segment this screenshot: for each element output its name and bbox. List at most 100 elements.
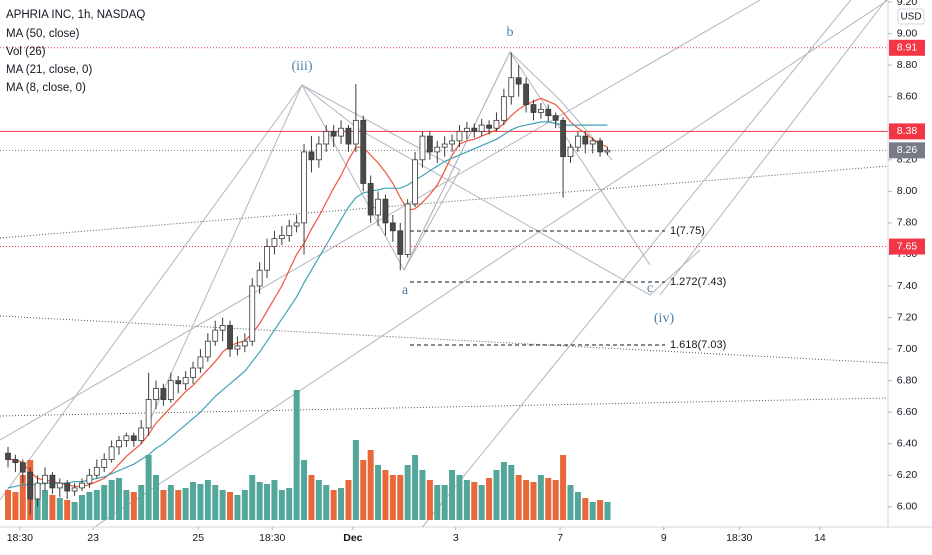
- volume-bar: [360, 460, 367, 520]
- x-tick-label: Dec: [343, 532, 362, 544]
- volume-bar: [204, 480, 211, 520]
- volume-bar: [382, 470, 389, 520]
- volume-bar: [93, 490, 100, 520]
- wave-label: a: [402, 283, 409, 298]
- candle-body: [19, 462, 26, 473]
- candle-body: [597, 140, 603, 153]
- trend-line: [0, 165, 889, 239]
- candle-body: [441, 143, 448, 148]
- volume-bar: [41, 490, 48, 520]
- volume-bar: [397, 475, 404, 520]
- wave-label: (iv): [654, 311, 675, 326]
- candle-body: [574, 135, 581, 148]
- candle-body: [604, 149, 611, 153]
- candle-body: [545, 108, 552, 117]
- volume-bar: [249, 475, 256, 520]
- candle-body: [434, 146, 441, 153]
- volume-bar: [449, 470, 456, 520]
- candle-body: [234, 345, 241, 350]
- x-tick-label: 18:30: [259, 532, 285, 544]
- candle-body: [86, 474, 93, 484]
- x-tick-label: 18:30: [726, 532, 752, 544]
- candle-body: [79, 482, 85, 489]
- volume-bar: [471, 482, 478, 520]
- candle-body: [64, 482, 71, 492]
- volume-bar: [330, 490, 337, 520]
- annotations: (iii) b a c (iv) 1(7.75) 1.272(7.43) 1.6…: [292, 25, 727, 351]
- volume-bar: [434, 485, 441, 520]
- price-line-label: 7.65: [897, 240, 918, 252]
- volume-bar: [86, 492, 93, 520]
- volume-bar: [582, 498, 589, 520]
- candle-body: [397, 230, 404, 255]
- x-tick-label: 25: [192, 532, 204, 544]
- candle-body: [212, 329, 219, 342]
- candle-body: [34, 482, 41, 500]
- volume-bar: [130, 492, 137, 520]
- volume-bar: [574, 492, 581, 520]
- candle-body: [500, 96, 507, 121]
- channel-line: [419, 0, 852, 531]
- y-tick-label: 9.20: [897, 0, 918, 8]
- candle-body: [449, 140, 455, 145]
- volume-bar: [56, 498, 63, 520]
- volume-bar: [426, 480, 433, 520]
- wave-line: [0, 50, 651, 501]
- candle-body: [153, 388, 159, 400]
- price-line-label-box: [889, 39, 925, 56]
- candle-body: [523, 83, 529, 105]
- y-tick-label: 8.00: [897, 185, 918, 197]
- candle-body: [130, 435, 137, 441]
- candle-body: [478, 124, 485, 132]
- candle-body: [249, 285, 256, 342]
- candle-body: [197, 356, 204, 369]
- volume-bar: [12, 492, 19, 520]
- price-line-label: 8.91: [897, 42, 918, 54]
- x-tick-label: 9: [661, 532, 667, 544]
- volume-bar: [301, 460, 308, 520]
- last-price-label: 8.26: [897, 144, 918, 156]
- candle-body: [145, 399, 152, 429]
- candle-body: [56, 482, 63, 489]
- volume-bar: [79, 495, 86, 520]
- volume-bar: [486, 478, 493, 520]
- candle-body: [182, 377, 189, 385]
- volume-bar: [345, 480, 352, 520]
- volume-bar: [597, 500, 604, 520]
- candle-body: [264, 246, 270, 271]
- volume-bar: [419, 470, 426, 520]
- volume-bar: [4, 490, 11, 520]
- candle-body: [42, 474, 48, 484]
- volume-bar: [404, 465, 411, 520]
- volume-bar: [293, 390, 300, 520]
- wave-label: c: [647, 281, 653, 296]
- volume-bar: [478, 485, 485, 520]
- volume-bar: [241, 490, 248, 520]
- y-tick-label: 6.40: [897, 437, 918, 449]
- currency-box: [897, 8, 925, 25]
- volume-bar: [441, 485, 448, 520]
- candle-body: [108, 446, 115, 460]
- volume-bar: [175, 490, 182, 520]
- candle-body: [219, 325, 226, 331]
- volume-bar: [286, 488, 293, 520]
- volume-bar: [123, 490, 130, 520]
- candle-body: [293, 222, 300, 227]
- candle-body: [271, 238, 278, 247]
- volume-bar: [138, 485, 145, 520]
- y-tick-label: 7.80: [897, 217, 918, 229]
- candle-body: [471, 127, 478, 132]
- candle-body: [404, 203, 411, 255]
- last-price-label-box: [889, 142, 925, 159]
- candle-body: [49, 474, 56, 489]
- candle-body: [71, 487, 78, 492]
- axis-labels: 6.006.206.406.606.807.007.207.407.607.80…: [7, 0, 925, 544]
- candle-body: [419, 135, 426, 161]
- candle-body: [167, 380, 174, 400]
- volume-bar: [323, 485, 330, 520]
- candle-body: [508, 77, 515, 98]
- candle-body: [567, 146, 574, 158]
- volume-bar: [338, 488, 345, 520]
- volume-bar: [219, 490, 226, 520]
- volume-bar: [352, 440, 359, 520]
